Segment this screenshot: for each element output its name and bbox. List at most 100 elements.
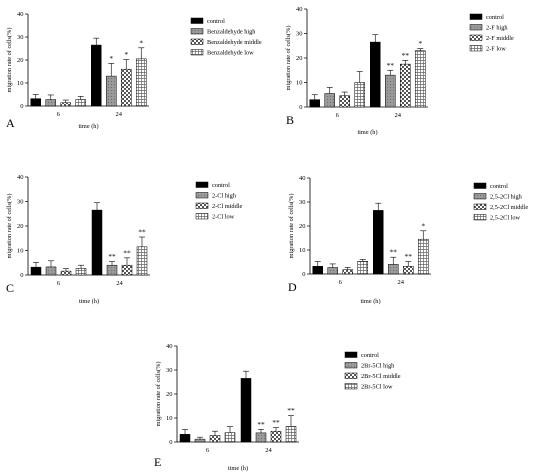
chart-panel-a: 0 10 20 30 40 migration rate of cells(%) 6 * * * 2… — [6, 11, 262, 130]
legend-label: 2-Cl low — [212, 214, 235, 221]
y-tick-label: 0 — [20, 103, 23, 110]
legend-label: control — [212, 182, 230, 189]
bar — [209, 435, 221, 443]
significance-label: ** — [108, 252, 116, 261]
x-tick-label: 24 — [265, 447, 272, 454]
y-tick-label: 30 — [17, 34, 24, 41]
y-tick-label: 40 — [299, 175, 306, 182]
legend-swatch — [469, 24, 483, 31]
bar — [45, 99, 56, 107]
bar — [385, 74, 396, 108]
bar — [357, 261, 368, 275]
y-tick-label: 10 — [17, 248, 24, 255]
legend-swatch — [195, 192, 209, 199]
y-tick-label: 40 — [17, 174, 24, 181]
y-axis-label: migration rate of cells(%) — [6, 194, 13, 259]
bar — [312, 266, 323, 275]
bar — [224, 432, 236, 443]
bar — [60, 270, 72, 276]
bar — [30, 266, 42, 276]
bar — [339, 95, 350, 108]
significance-label: ** — [272, 418, 280, 427]
y-axis-label: migration rate of cells(%) — [6, 28, 13, 93]
legend-swatch — [344, 351, 358, 358]
x-tick-label: 6 — [206, 447, 210, 454]
y-tick-label: 0 — [299, 104, 302, 111]
panel-letter: A — [6, 116, 15, 130]
legend-label: control — [490, 183, 508, 190]
legend-swatch — [344, 362, 358, 369]
legend-swatch — [469, 13, 483, 20]
legend-label: control — [486, 14, 504, 21]
legend-swatch — [344, 372, 358, 379]
legend-swatch — [195, 181, 209, 188]
bar — [388, 264, 399, 275]
legend-label: 2-F low — [486, 46, 506, 53]
y-tick-label: 40 — [17, 11, 24, 18]
significance-label: ** — [257, 420, 265, 429]
legend-label: 2Br-5Cl high — [361, 363, 395, 370]
legend-label: Benzaldehyde high — [207, 29, 256, 36]
bar — [136, 58, 147, 107]
significance-label: ** — [287, 406, 295, 415]
bar — [285, 426, 297, 443]
bar — [327, 267, 338, 275]
legend-label: 2,5-2Cl middle — [490, 204, 528, 211]
y-tick-label: 10 — [296, 80, 303, 87]
legend-label: control — [361, 352, 379, 359]
y-tick-label: 40 — [296, 6, 303, 13]
chart-panel-e: 0 10 20 30 40 migration rate of cells(%) 6 ** **… — [154, 343, 401, 472]
x-tick-label: 24 — [116, 280, 123, 287]
bar — [418, 238, 429, 275]
bar — [121, 264, 133, 276]
y-axis-label: migration rate of cells(%) — [288, 194, 295, 259]
bar — [179, 434, 191, 443]
legend-swatch — [473, 214, 487, 221]
significance-label: * — [109, 54, 113, 63]
significance-label: ** — [138, 228, 146, 237]
y-tick-label: 20 — [17, 57, 24, 64]
legend-label: 2,5-2Cl high — [490, 194, 523, 201]
significance-label: * — [139, 38, 143, 47]
x-tick-label: 6 — [336, 112, 340, 119]
bar — [91, 209, 103, 276]
y-tick-label: 10 — [17, 80, 24, 87]
bar — [60, 102, 71, 107]
bar — [121, 68, 132, 107]
y-tick-label: 20 — [17, 223, 24, 230]
bar — [136, 246, 148, 276]
legend-label: 2,5-2Cl low — [490, 215, 521, 222]
y-tick-label: 0 — [20, 272, 23, 279]
panel-letter: D — [288, 280, 297, 294]
legend-label: Benzaldehyde low — [207, 50, 254, 57]
bar — [270, 430, 282, 443]
significance-label: ** — [402, 51, 410, 60]
bar — [354, 82, 365, 108]
bar — [75, 268, 87, 276]
y-tick-label: 20 — [299, 223, 306, 230]
legend-label: Benzaldehyde middle — [207, 39, 262, 46]
y-tick-label: 10 — [299, 247, 306, 254]
bar — [106, 264, 118, 276]
bar — [415, 50, 426, 108]
legend-swatch — [469, 34, 483, 41]
legend-swatch — [195, 213, 209, 220]
bar — [240, 378, 252, 443]
y-tick-label: 30 — [166, 367, 173, 374]
x-axis-label: time (h) — [360, 298, 380, 305]
bar — [255, 432, 267, 443]
bar — [30, 98, 41, 107]
panel-letter: C — [6, 281, 14, 295]
bar — [403, 266, 414, 275]
bar — [45, 266, 57, 276]
y-axis-label: migration rate of cells(%) — [155, 362, 162, 427]
legend-swatch — [190, 28, 204, 35]
x-axis-label: time (h) — [78, 123, 98, 130]
significance-label: * — [421, 221, 425, 230]
y-tick-label: 20 — [296, 55, 303, 62]
x-tick-label: 6 — [339, 279, 343, 286]
legend-swatch — [473, 182, 487, 189]
x-tick-label: 24 — [398, 279, 405, 286]
x-axis-label: time (h) — [357, 129, 377, 136]
